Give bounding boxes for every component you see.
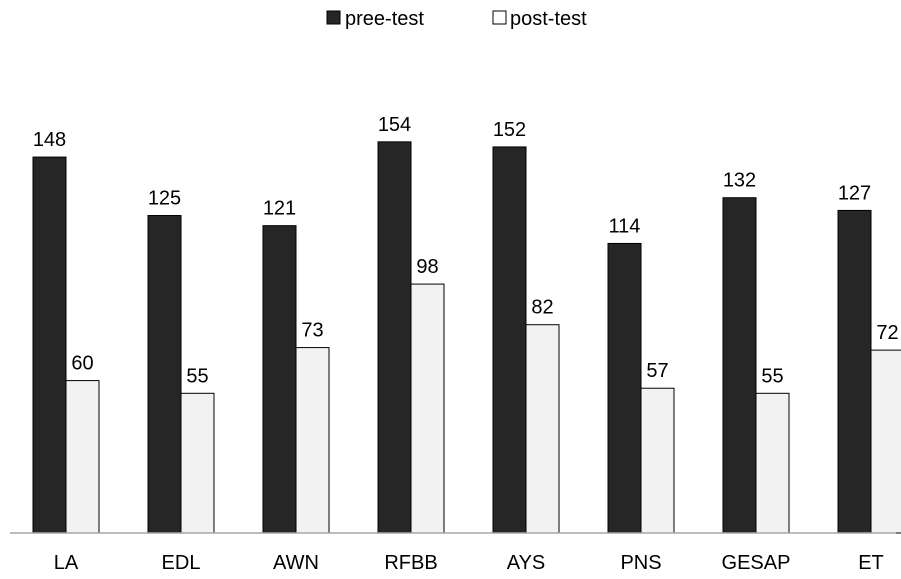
legend: pree-test post-test — [326, 8, 587, 30]
x-tick-label-RFBB: RFBB — [384, 552, 437, 574]
x-tick-label-AWN: AWN — [273, 552, 319, 574]
bar-pree-test-RFBB — [377, 141, 412, 534]
data-label-pree-test-ET: 127 — [838, 182, 871, 204]
data-label-post-test-EDL: 55 — [186, 365, 208, 387]
data-label-pree-test-EDL: 125 — [148, 188, 181, 210]
bar-pree-test-ET — [837, 209, 872, 534]
data-label-pree-test-AWN: 121 — [263, 198, 296, 220]
data-label-post-test-ET: 72 — [876, 322, 898, 344]
x-tick-label-GESAP: GESAP — [722, 552, 791, 574]
legend-label-pree-test: pree-test — [345, 8, 424, 30]
data-label-post-test-RFBB: 98 — [416, 256, 438, 278]
data-label-pree-test-LA: 148 — [33, 129, 66, 151]
x-tick-label-LA: LA — [54, 552, 79, 574]
bar-post-test-AWN — [295, 347, 330, 534]
data-label-post-test-AWN: 73 — [301, 320, 323, 342]
plot-area: 148 60 LA 125 55 EDL 121 73 AWN 154 98 RFBB 152 82 AYS… — [32, 114, 901, 574]
data-label-post-test-LA: 60 — [71, 353, 93, 375]
x-tick-label-ET: ET — [858, 552, 884, 574]
bar-post-test-GESAP — [755, 392, 790, 534]
x-tick-label-EDL: EDL — [162, 552, 201, 574]
bar-pree-test-GESAP — [722, 197, 757, 534]
bar-post-test-ET — [870, 349, 901, 534]
data-label-post-test-PNS: 57 — [646, 360, 668, 382]
legend-label-post-test: post-test — [510, 8, 587, 30]
data-label-pree-test-PNS: 114 — [609, 215, 641, 237]
data-label-post-test-GESAP: 55 — [761, 365, 783, 387]
legend-swatch-post-test — [492, 10, 507, 25]
x-tick-label-PNS: PNS — [620, 552, 661, 574]
data-label-pree-test-AYS: 152 — [493, 119, 526, 141]
legend-swatch-pree-test — [326, 10, 341, 25]
bar-post-test-EDL — [180, 392, 215, 534]
data-label-pree-test-GESAP: 132 — [723, 170, 756, 192]
bar-pree-test-AWN — [262, 225, 297, 534]
bar-pree-test-AYS — [492, 146, 527, 534]
bar-post-test-LA — [65, 380, 100, 534]
bar-post-test-RFBB — [410, 283, 445, 534]
x-tick-label-AYS: AYS — [507, 552, 546, 574]
data-label-post-test-AYS: 82 — [531, 297, 553, 319]
data-label-pree-test-RFBB: 154 — [378, 114, 411, 136]
bar-post-test-PNS — [640, 387, 675, 534]
bar-pree-test-PNS — [607, 242, 642, 534]
bar-post-test-AYS — [525, 324, 560, 534]
bar-pree-test-LA — [32, 156, 67, 534]
bar-pree-test-EDL — [147, 215, 182, 534]
